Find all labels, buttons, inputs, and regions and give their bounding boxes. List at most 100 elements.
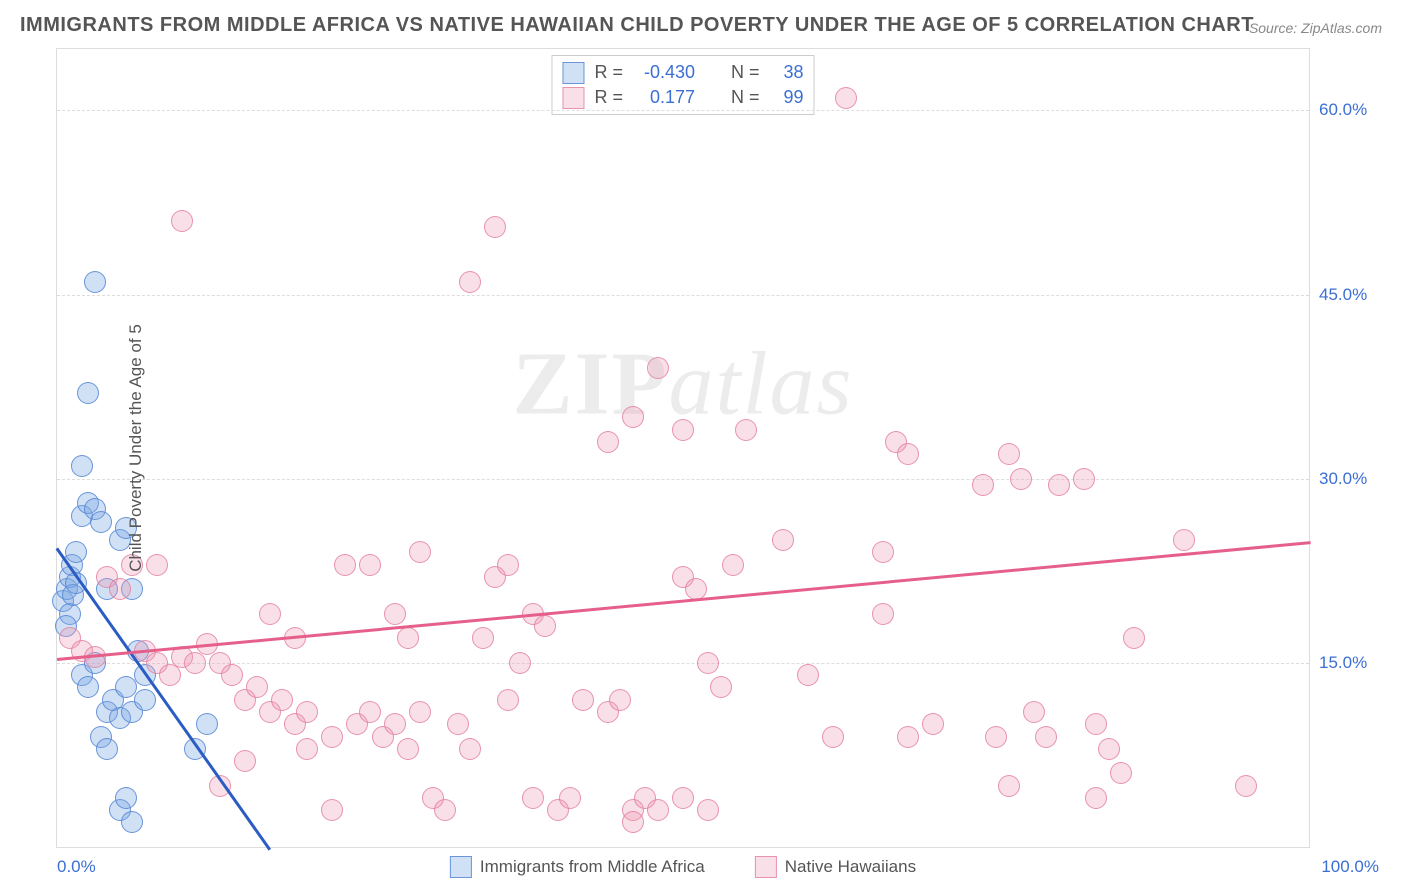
gridline	[57, 479, 1309, 480]
data-point	[1073, 468, 1095, 490]
data-point	[77, 676, 99, 698]
data-point	[1048, 474, 1070, 496]
data-point	[221, 664, 243, 686]
data-point	[835, 87, 857, 109]
legend-swatch	[562, 87, 584, 109]
data-point	[146, 554, 168, 576]
n-label: N =	[731, 85, 760, 110]
data-point	[1235, 775, 1257, 797]
plot-area: ZIPatlas R =-0.430N =38R =0.177N =99 15.…	[56, 48, 1310, 848]
legend-swatch	[562, 62, 584, 84]
data-point	[384, 713, 406, 735]
data-point	[109, 578, 131, 600]
data-point	[1023, 701, 1045, 723]
n-label: N =	[731, 60, 760, 85]
data-point	[246, 676, 268, 698]
data-point	[697, 652, 719, 674]
legend-item: Immigrants from Middle Africa	[450, 856, 705, 878]
chart-title: IMMIGRANTS FROM MIDDLE AFRICA VS NATIVE …	[20, 14, 1254, 37]
data-point	[359, 554, 381, 576]
gridline	[57, 110, 1309, 111]
data-point	[597, 431, 619, 453]
data-point	[321, 726, 343, 748]
data-point	[1123, 627, 1145, 649]
data-point	[296, 738, 318, 760]
data-point	[509, 652, 531, 674]
x-tick-label: 100.0%	[1321, 857, 1379, 877]
data-point	[872, 541, 894, 563]
source-attribution: Source: ZipAtlas.com	[1249, 20, 1382, 36]
data-point	[334, 554, 356, 576]
correlation-box: R = -0.430 N = 38 R = 0.177 N = 99	[551, 55, 814, 115]
data-point	[1098, 738, 1120, 760]
data-point	[1085, 713, 1107, 735]
r-value: -0.430	[633, 60, 695, 85]
data-point	[872, 603, 894, 625]
data-point	[972, 474, 994, 496]
correlation-row: R = 0.177 N = 99	[562, 85, 803, 110]
data-point	[71, 455, 93, 477]
data-point	[622, 406, 644, 428]
data-point	[134, 689, 156, 711]
data-point	[1085, 787, 1107, 809]
data-point	[77, 382, 99, 404]
data-point	[115, 787, 137, 809]
r-value: 0.177	[633, 85, 695, 110]
data-point	[459, 271, 481, 293]
data-point	[647, 357, 669, 379]
data-point	[271, 689, 293, 711]
data-point	[797, 664, 819, 686]
data-point	[121, 811, 143, 833]
data-point	[459, 738, 481, 760]
r-label: R =	[594, 85, 623, 110]
data-point	[90, 511, 112, 533]
y-tick-label: 30.0%	[1319, 469, 1383, 489]
data-point	[1010, 468, 1032, 490]
n-value: 99	[770, 85, 804, 110]
data-point	[522, 787, 544, 809]
r-label: R =	[594, 60, 623, 85]
data-point	[697, 799, 719, 821]
data-point	[710, 676, 732, 698]
n-value: 38	[770, 60, 804, 85]
legend-label: Native Hawaiians	[785, 857, 916, 877]
gridline	[57, 663, 1309, 664]
data-point	[472, 627, 494, 649]
data-point	[447, 713, 469, 735]
data-point	[159, 664, 181, 686]
data-point	[609, 689, 631, 711]
data-point	[184, 652, 206, 674]
data-point	[1035, 726, 1057, 748]
data-point	[196, 713, 218, 735]
data-point	[397, 627, 419, 649]
data-point	[998, 775, 1020, 797]
data-point	[1110, 762, 1132, 784]
data-point	[647, 799, 669, 821]
data-point	[897, 726, 919, 748]
data-point	[397, 738, 419, 760]
data-point	[409, 701, 431, 723]
data-point	[735, 419, 757, 441]
y-tick-label: 60.0%	[1319, 100, 1383, 120]
data-point	[672, 419, 694, 441]
data-point	[65, 541, 87, 563]
data-point	[572, 689, 594, 711]
data-point	[998, 443, 1020, 465]
data-point	[434, 799, 456, 821]
legend-item: Native Hawaiians	[755, 856, 916, 878]
data-point	[409, 541, 431, 563]
legend-swatch	[450, 856, 472, 878]
gridline	[57, 295, 1309, 296]
chart-container: ZIPatlas R =-0.430N =38R =0.177N =99 15.…	[56, 48, 1310, 848]
y-tick-label: 15.0%	[1319, 653, 1383, 673]
data-point	[1173, 529, 1195, 551]
data-point	[96, 738, 118, 760]
data-point	[534, 615, 556, 637]
data-point	[234, 750, 256, 772]
data-point	[559, 787, 581, 809]
legend-swatch	[755, 856, 777, 878]
data-point	[672, 787, 694, 809]
data-point	[822, 726, 844, 748]
y-tick-label: 45.0%	[1319, 285, 1383, 305]
data-point	[622, 811, 644, 833]
